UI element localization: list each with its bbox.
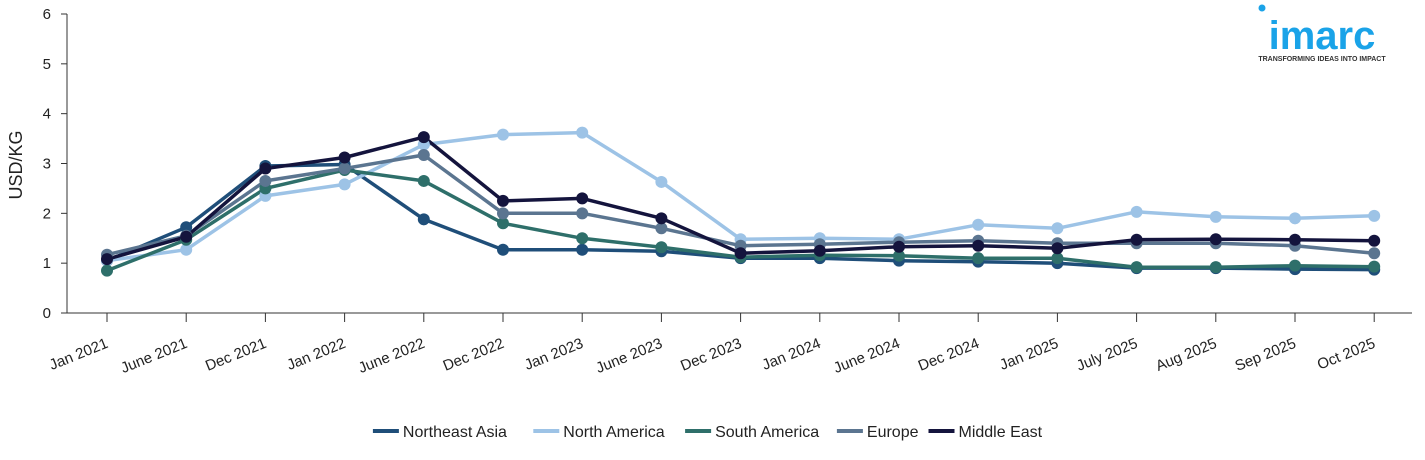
data-point-north-america [497, 128, 509, 141]
data-point-south-america [893, 249, 905, 262]
data-point-northeast-asia [417, 213, 430, 226]
data-point-northeast-asia [180, 221, 193, 234]
legend-label-northeast-asia: Northeast Asia [403, 424, 507, 441]
data-point-south-america [417, 174, 430, 187]
legend-label-north-america: North America [563, 424, 664, 441]
data-point-europe [576, 207, 589, 220]
x-tick-label: Dec 2022 [441, 335, 507, 375]
data-point-northeast-asia [576, 243, 589, 256]
data-point-middle-east [417, 131, 430, 144]
data-point-europe [655, 222, 668, 235]
data-point-south-america [101, 264, 113, 277]
y-tick-label: 3 [43, 156, 51, 173]
data-point-north-america [1051, 222, 1064, 235]
data-point-middle-east [893, 240, 905, 253]
data-point-south-america [972, 252, 985, 265]
data-point-middle-east [259, 162, 272, 175]
x-tick-label: Aug 2025 [1153, 335, 1219, 375]
x-tick-label: June 2023 [594, 335, 665, 377]
data-point-middle-east [1051, 242, 1064, 255]
brand-dot-icon [1258, 4, 1266, 12]
data-point-south-america [1209, 261, 1222, 274]
y-tick-label: 0 [43, 305, 51, 322]
x-tick-label: Jan 2024 [760, 335, 824, 374]
data-point-middle-east [1209, 233, 1222, 246]
x-tick-label: Jan 2023 [522, 335, 586, 374]
brand-name: imarc [1269, 14, 1376, 58]
x-tick-label: Jan 2022 [284, 335, 348, 374]
legend-label-europe: Europe [867, 424, 919, 441]
data-point-south-america [497, 217, 509, 230]
data-point-middle-east [1289, 233, 1301, 246]
data-point-south-america [655, 241, 668, 254]
data-point-middle-east [338, 151, 351, 164]
series-points [101, 126, 1381, 277]
x-tick-label: July 2025 [1074, 335, 1140, 375]
legend-label-middle-east: Middle East [959, 424, 1043, 441]
data-point-middle-east [655, 212, 668, 225]
data-point-south-america [1130, 261, 1143, 274]
data-point-north-america [338, 178, 351, 191]
data-point-middle-east [972, 239, 985, 252]
data-point-europe [338, 162, 351, 175]
data-point-north-america [972, 218, 985, 231]
x-tick-label: Sep 2025 [1233, 335, 1299, 375]
data-point-middle-east [813, 244, 826, 257]
data-point-middle-east [180, 230, 193, 243]
data-point-europe [417, 149, 430, 162]
brand-logo: imarc TRANSFORMING IDEAS INTO IMPACT [1258, 4, 1386, 63]
legend-label-south-america: South America [715, 424, 819, 441]
data-point-middle-east [1368, 234, 1381, 247]
x-tick-label: Oct 2025 [1315, 335, 1378, 374]
x-tick-label: June 2022 [356, 335, 427, 377]
data-point-north-america [1130, 205, 1143, 218]
brand-tagline: TRANSFORMING IDEAS INTO IMPACT [1258, 56, 1386, 63]
x-tick-label: Dec 2023 [678, 335, 744, 375]
data-point-south-america [1368, 260, 1381, 273]
x-tick-label: June 2021 [118, 335, 189, 377]
data-point-south-america [1289, 259, 1301, 272]
x-tick-label: Dec 2024 [916, 335, 982, 375]
data-point-europe [1368, 247, 1381, 260]
data-point-middle-east [1130, 233, 1143, 246]
x-tick-label: Jan 2021 [47, 335, 111, 374]
x-tick-label: June 2024 [831, 335, 902, 377]
x-tick-label: Jan 2025 [997, 335, 1061, 374]
data-point-middle-east [101, 253, 113, 266]
y-tick-label: 4 [43, 106, 51, 123]
data-point-north-america [1209, 210, 1222, 223]
data-point-north-america [1289, 212, 1301, 225]
y-tick-label: 5 [43, 56, 51, 73]
data-point-north-america [1368, 209, 1381, 222]
x-tick-label: Dec 2021 [203, 335, 269, 375]
y-tick-label: 1 [43, 255, 51, 272]
y-tick-label: 6 [43, 6, 51, 23]
y-axis-label: USD/KG [6, 130, 26, 199]
data-point-north-america [655, 175, 668, 188]
data-point-north-america [576, 126, 589, 139]
data-point-south-america [1051, 252, 1064, 265]
data-point-middle-east [734, 247, 747, 260]
data-point-europe [497, 207, 509, 220]
legend: Northeast Asia North America South America… [372, 424, 1043, 441]
y-tick-label: 2 [43, 205, 51, 222]
data-point-northeast-asia [497, 243, 509, 256]
data-point-europe [259, 174, 272, 187]
data-point-south-america [576, 232, 589, 245]
data-point-middle-east [497, 194, 509, 207]
data-point-middle-east [576, 192, 589, 205]
data-point-north-america [180, 243, 193, 256]
